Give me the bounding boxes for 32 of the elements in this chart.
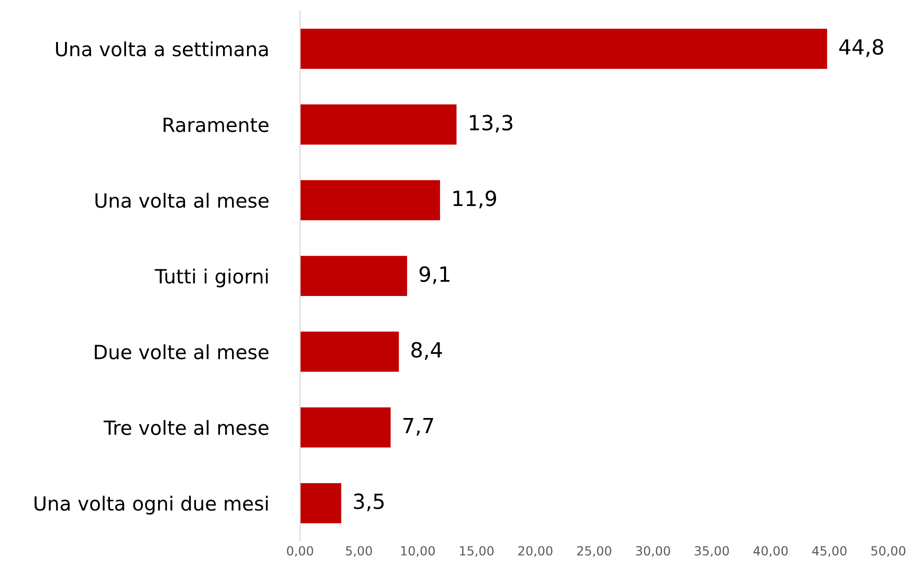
data-label: 7,7	[403, 418, 434, 436]
data-label: 8,4	[411, 342, 442, 360]
y-tick-label: Raramente	[164, 118, 268, 132]
data-label: 9,1	[420, 266, 450, 284]
data-label: 44,8	[839, 39, 884, 57]
y-tick-label: Una volta al mese	[96, 192, 268, 208]
x-tick-label: 35,00	[694, 546, 729, 557]
y-tick-label: Tutti i giorni	[154, 268, 268, 288]
bar	[300, 104, 457, 145]
x-tick-label: 40,00	[753, 546, 788, 557]
x-tick-label: 45,00	[812, 546, 847, 557]
x-tick-label: 20,00	[518, 546, 552, 557]
x-tick-label: 50,00	[871, 546, 906, 557]
y-tick-label: Una volta ogni due mesi	[34, 496, 268, 515]
data-label: 13,3	[470, 114, 512, 133]
bar	[300, 407, 391, 448]
x-tick-label: 25,00	[577, 546, 612, 557]
x-tick-label: 10,00	[401, 546, 435, 557]
x-tick-label: 5,00	[346, 546, 372, 557]
x-tick-label: 15,00	[460, 546, 494, 557]
bar	[300, 332, 399, 372]
bar	[300, 483, 342, 524]
x-tick-label: 30,00	[636, 546, 670, 557]
x-tick-label: 0,00	[286, 546, 314, 557]
y-tick-label: Tre volte al mese	[104, 420, 268, 436]
bar	[300, 256, 408, 296]
y-tick-label: Due volte al mese	[94, 344, 268, 360]
bar	[300, 180, 440, 220]
data-label: 3,5	[354, 493, 384, 512]
bar	[300, 28, 828, 69]
data-label: 11,9	[453, 190, 496, 208]
y-tick-label: Una volta a settimana	[56, 41, 268, 56]
